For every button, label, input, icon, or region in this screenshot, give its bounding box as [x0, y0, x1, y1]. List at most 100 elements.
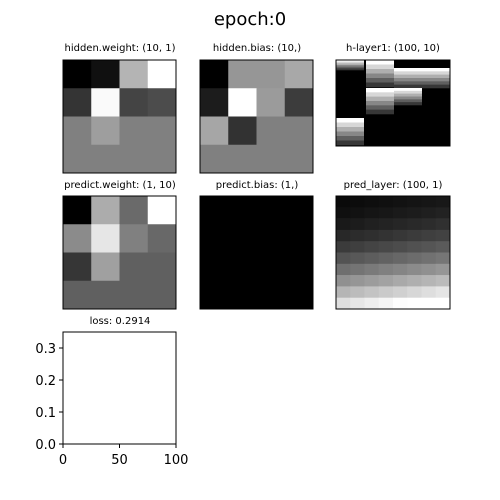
hidden-bias-cell [284, 144, 314, 174]
h-layer1-cell [366, 88, 394, 93]
hidden-bias-cell [284, 116, 314, 146]
pred-layer-cell [435, 218, 451, 231]
h-layer1-cell [336, 68, 364, 71]
pred-layer-cell [350, 207, 365, 219]
hidden-bias-cell [256, 116, 286, 146]
pred-layer-cell [336, 286, 351, 298]
pred-layer-cell [364, 207, 380, 219]
h-layer1-cell [366, 69, 394, 74]
pred-layer-cell [393, 218, 408, 231]
pred-layer-cell [421, 252, 437, 265]
hidden-weight-cell [119, 144, 149, 174]
hidden-weight-cell [63, 144, 92, 174]
hidden-bias-cell [200, 60, 229, 89]
predict-bias-title: predict.bias: (1,) [216, 180, 299, 191]
pred-layer-cell [421, 241, 437, 253]
pred-layer-cell [421, 297, 437, 310]
pred-layer-cell [336, 207, 351, 219]
predict-bias-heatmap [199, 195, 314, 310]
hidden-bias-cell [228, 60, 257, 89]
pred-layer-frame [335, 195, 451, 310]
predict-weight-cell [91, 252, 120, 282]
pred-layer-cell [421, 263, 437, 276]
h-layer1-cell [336, 61, 364, 64]
h-layer1-cell [336, 122, 364, 128]
predict-weight-cell [147, 280, 177, 310]
pred-layer-cell [435, 207, 451, 219]
predict-weight-title: predict.weight: (1, 10) [64, 180, 176, 191]
pred-layer-cell [378, 252, 394, 265]
h-layer1-cell [366, 96, 394, 102]
predict-weight-cell [63, 196, 92, 225]
h-layer1-cell [422, 68, 450, 72]
hidden-weight-cell [91, 116, 120, 146]
h-layer1-cell [336, 118, 364, 123]
pred-layer-cell [407, 196, 422, 208]
h-layer1-cell [394, 88, 422, 92]
h-layer1-cell [336, 65, 364, 67]
h-layer1-cell [366, 82, 394, 88]
h-layer1-cell [336, 127, 364, 132]
loss-axes-frame [62, 331, 177, 445]
h-layer1-cell [394, 96, 422, 100]
hidden-bias-cell [200, 88, 229, 117]
pred-layer-cell [350, 263, 365, 276]
predict-weight-cell [63, 224, 92, 253]
pred-layer-cell [336, 297, 351, 310]
h-layer1-cell [422, 78, 450, 82]
pred-layer-cell [378, 229, 394, 242]
h-layer1-cell [366, 78, 394, 83]
pred-layer-cell [393, 297, 408, 310]
h-layer1-cell [394, 74, 422, 79]
hidden-weight-heatmap [62, 59, 177, 174]
pred-layer-cell [350, 252, 365, 265]
pred-layer-cell [336, 229, 351, 242]
h-layer1-cell [336, 60, 364, 62]
hidden-bias-cell [228, 116, 257, 146]
pred-layer-cell [364, 252, 380, 265]
hidden-weight-cell [119, 116, 149, 146]
pred-layer-cell [378, 275, 394, 287]
pred-layer-cell [393, 241, 408, 253]
predict-weight-cell [63, 252, 92, 282]
pred-layer-cell [364, 263, 380, 276]
predict-weight-cell [91, 196, 120, 225]
predict-weight-cell [119, 224, 149, 253]
hidden-weight-frame [62, 59, 177, 174]
hidden-bias-cell [284, 88, 314, 117]
hidden-weight-cell [147, 88, 177, 117]
h-layer1-cell [366, 60, 394, 65]
pred-layer-cell [378, 218, 394, 231]
loss-x-tick-label: 50 [111, 453, 128, 468]
pred-layer-cell [421, 218, 437, 231]
predict-weight-cell [63, 280, 92, 310]
predict-bias-frame [199, 195, 314, 310]
pred-layer-cell [407, 297, 422, 310]
hidden-bias-cell [256, 144, 286, 174]
hidden-bias-cell [200, 116, 229, 146]
pred-layer-cell [421, 229, 437, 242]
h-layer1-cell [394, 81, 422, 85]
hidden-bias-cell [228, 144, 257, 174]
pred-layer-cell [435, 229, 451, 242]
loss-y-tick-label: 0.1 [35, 406, 56, 421]
h-layer1-cell [394, 93, 422, 97]
hidden-bias-cell [200, 144, 229, 174]
pred-layer-cell [407, 275, 422, 287]
loss-x-tick-label: 0 [59, 453, 67, 468]
loss-title: loss: 0.2914 [90, 316, 151, 327]
pred-layer-cell [393, 196, 408, 208]
hidden-bias-heatmap [199, 59, 314, 174]
pred-layer-cell [336, 218, 351, 231]
pred-layer-cell [435, 297, 451, 310]
pred-layer-cell [421, 275, 437, 287]
pred-layer-cell [364, 218, 380, 231]
pred-layer-cell [421, 207, 437, 219]
pred-layer-cell [393, 263, 408, 276]
predict-weight-cell [119, 196, 149, 225]
pred-layer-cell [350, 286, 365, 298]
hidden-weight-cell [147, 60, 177, 89]
pred-layer-cell [407, 241, 422, 253]
pred-layer-cell [364, 286, 380, 298]
pred-layer-cell [421, 286, 437, 298]
